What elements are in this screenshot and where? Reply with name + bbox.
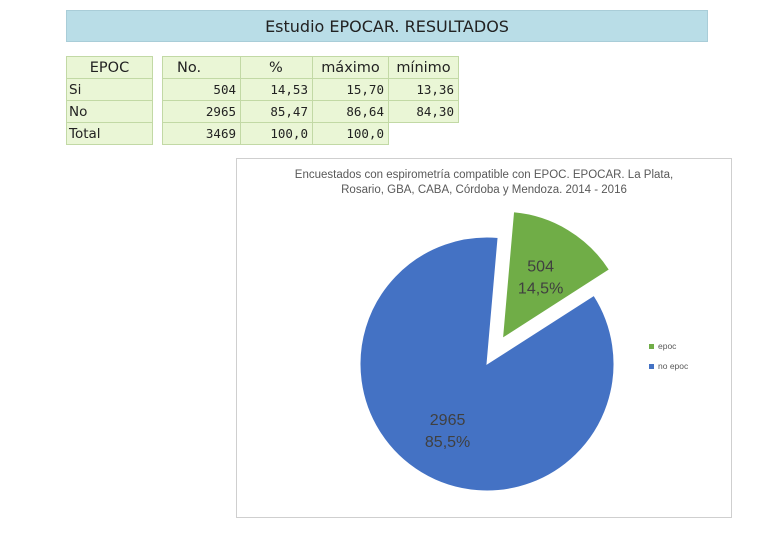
cell-maximo: 86,64 (312, 100, 389, 123)
cell-maximo: 15,70 (312, 78, 389, 101)
cell-minimo: 84,30 (388, 100, 459, 123)
cell-percent: 85,47 (240, 100, 313, 123)
cell-minimo: 13,36 (388, 78, 459, 101)
legend-label-epoc: epoc (658, 341, 677, 351)
chart-title-line-1: Encuestados con espirometría compatible … (295, 169, 673, 181)
chart-title-line-2: Rosario, GBA, CABA, Córdoba y Mendoza. 2… (341, 184, 627, 196)
pie-chart: Encuestados con espirometría compatible … (295, 169, 689, 492)
cell-count: 2965 (162, 100, 241, 123)
pie-chart-panel: Encuestados con espirometría compatible … (236, 158, 732, 518)
row-label: No (66, 100, 153, 123)
header-epoc: EPOC (66, 56, 153, 79)
cell-percent: 100,0 (240, 122, 313, 145)
legend-label-no-epoc: no epoc (658, 361, 689, 371)
table-row: No 2965 85,47 86,64 84,30 (66, 100, 459, 123)
table-header-row: EPOC No. % máximo mínimo (66, 56, 459, 79)
legend-swatch-no-epoc (649, 364, 654, 369)
cell-maximo: 100,0 (312, 122, 389, 145)
row-label: Si (66, 78, 153, 101)
row-label: Total (66, 122, 153, 145)
cell-percent: 14,53 (240, 78, 313, 101)
page-title: Estudio EPOCAR. RESULTADOS (66, 10, 708, 42)
cell-count: 3469 (162, 122, 241, 145)
header-minimo: mínimo (388, 56, 459, 79)
table-row: Si 504 14,53 15,70 13,36 (66, 78, 459, 101)
table-row: Total 3469 100,0 100,0 (66, 122, 459, 145)
header-maximo: máximo (312, 56, 389, 79)
pie-slice-epoc (501, 211, 611, 340)
header-percent: % (240, 56, 313, 79)
data-label-epoc-value: 504 (527, 258, 554, 275)
cell-minimo-empty (388, 122, 459, 145)
cell-count: 504 (162, 78, 241, 101)
legend-swatch-epoc (649, 344, 654, 349)
data-label-epoc-percent: 14,5% (518, 280, 563, 297)
results-table: EPOC No. % máximo mínimo Si 504 14,53 15… (66, 56, 459, 145)
data-label-no-epoc-value: 2965 (430, 412, 466, 429)
data-label-no-epoc-percent: 85,5% (425, 434, 470, 451)
header-no: No. (162, 56, 241, 79)
pie-slice-no-epoc (359, 236, 615, 492)
